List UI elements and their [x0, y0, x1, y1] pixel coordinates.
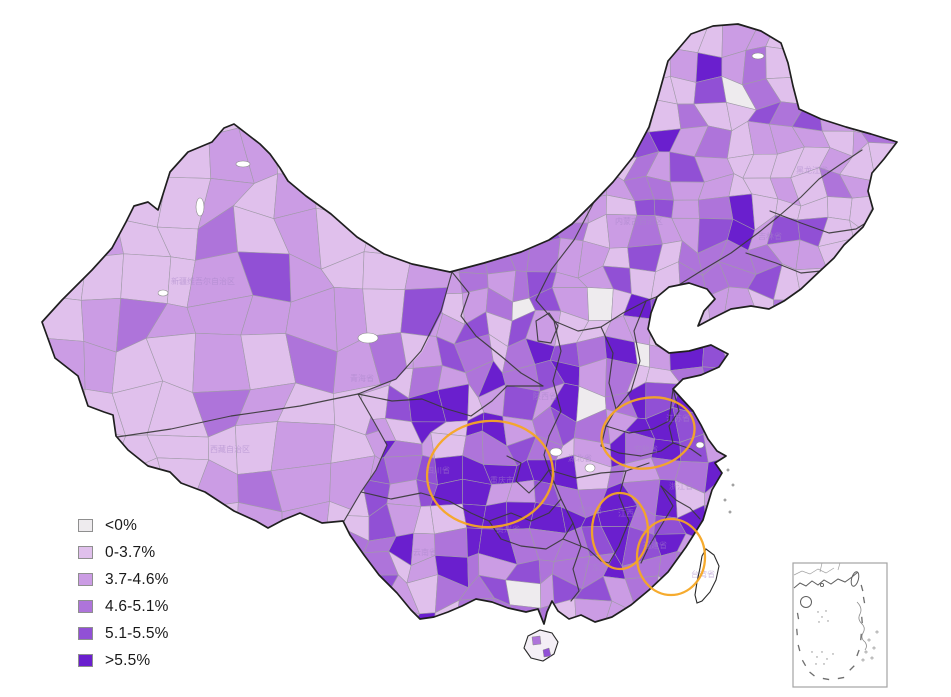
- inset-islet-dot: [817, 611, 819, 613]
- islands: [523, 468, 735, 662]
- province-label: 安徽省: [634, 444, 658, 454]
- inset-islet-dot: [816, 656, 818, 658]
- inset-coastline: [793, 571, 859, 589]
- legend-label: 3.7-4.6%: [105, 570, 169, 588]
- highlight-ellipse-henan-anhui-cluster: [600, 396, 696, 470]
- lakes: [157, 52, 765, 473]
- legend-swatch: [78, 627, 93, 640]
- inset-islet-dot: [826, 658, 828, 660]
- province-label: 江苏省: [666, 413, 690, 423]
- legend-swatch: [78, 546, 93, 559]
- legend-item-4: 5.1-5.5%: [78, 620, 169, 647]
- legend-item-1: 0-3.7%: [78, 539, 169, 566]
- province-label: 陕西省: [533, 391, 557, 401]
- legend-label: >5.5%: [105, 651, 151, 669]
- province-label: 重庆市: [490, 475, 514, 485]
- province-label: 青海省: [350, 373, 374, 383]
- inset-islet-dot: [811, 651, 813, 653]
- province-label: 台湾省: [691, 569, 715, 579]
- province-label: 黑龙江省: [796, 165, 828, 175]
- province-label: 福建省: [643, 540, 667, 550]
- inset-dash-line: [801, 659, 807, 667]
- province-label: 广东省: [584, 562, 608, 572]
- legend-item-3: 4.6-5.1%: [78, 593, 169, 620]
- inset-islet-dot: [832, 653, 834, 655]
- south-china-sea-inset: [792, 562, 888, 688]
- province-label: 贵州省: [496, 524, 520, 534]
- taiwan-island: [694, 548, 720, 604]
- legend-label: 0-3.7%: [105, 543, 156, 561]
- province-label: 吉林省: [758, 231, 782, 241]
- inset-hainan: [800, 596, 812, 608]
- inset-islet-dot: [823, 663, 825, 665]
- legend-swatch: [78, 519, 93, 532]
- inset-dash-line: [860, 633, 862, 641]
- inset-islet-dot: [827, 620, 829, 622]
- legend-swatch: [78, 600, 93, 613]
- inset-dash-line: [796, 612, 800, 620]
- inset-islet-dot: [821, 651, 823, 653]
- province-label: 浙江省: [669, 481, 693, 491]
- highlight-annotations: [425, 396, 707, 597]
- inset-dash-line: [837, 676, 845, 680]
- inset-islet-dot: [821, 616, 823, 618]
- province-label: 江西省: [618, 508, 642, 518]
- hainan-island: [523, 629, 559, 662]
- legend-label: 4.6-5.1%: [105, 597, 169, 615]
- inset-islet-dot: [818, 621, 820, 623]
- province-label: 新疆维吾尔自治区: [171, 276, 235, 286]
- highlight-ellipse-fujian-coast-cluster: [635, 517, 707, 597]
- inset-dash-line: [849, 665, 855, 671]
- highlight-ellipse-sichuan-chongqing-cluster: [425, 419, 555, 529]
- province-label: 内蒙古自治区: [615, 216, 663, 226]
- inset-dash-line: [861, 616, 863, 624]
- map-legend: <0% 0-3.7% 3.7-4.6% 4.6-5.1% 5.1-5.5% >5.5%: [78, 512, 169, 674]
- legend-item-0: <0%: [78, 512, 169, 539]
- legend-label: 5.1-5.5%: [105, 624, 169, 642]
- inset-dash-line: [860, 584, 864, 592]
- inset-philippines: [856, 601, 867, 651]
- province-label: 湖北省: [568, 453, 592, 463]
- inset-dash-line: [797, 644, 801, 652]
- province-label: 湖南省: [578, 505, 602, 515]
- country-outline: [41, 23, 898, 625]
- inset-islet-dot: [815, 663, 817, 665]
- legend-item-5: >5.5%: [78, 647, 169, 674]
- province-label: 西藏自治区: [210, 444, 250, 454]
- inset-dash-line: [822, 677, 830, 681]
- inset-dash-line: [809, 671, 815, 677]
- legend-item-2: 3.7-4.6%: [78, 566, 169, 593]
- highlight-ellipse-pearl-river-delta-cluster: [590, 491, 650, 571]
- inset-frame: [792, 562, 888, 688]
- legend-swatch: [78, 654, 93, 667]
- province-label: 四川省: [426, 465, 450, 475]
- inset-dash-line: [862, 596, 866, 604]
- inset-islet-dot: [825, 610, 827, 612]
- inset-dash-line: [856, 649, 860, 657]
- legend-swatch: [78, 573, 93, 586]
- inset-taiwan: [850, 571, 860, 587]
- inset-dash-line: [796, 628, 798, 636]
- legend-label: <0%: [105, 516, 138, 534]
- province-label: 云南省: [413, 547, 437, 557]
